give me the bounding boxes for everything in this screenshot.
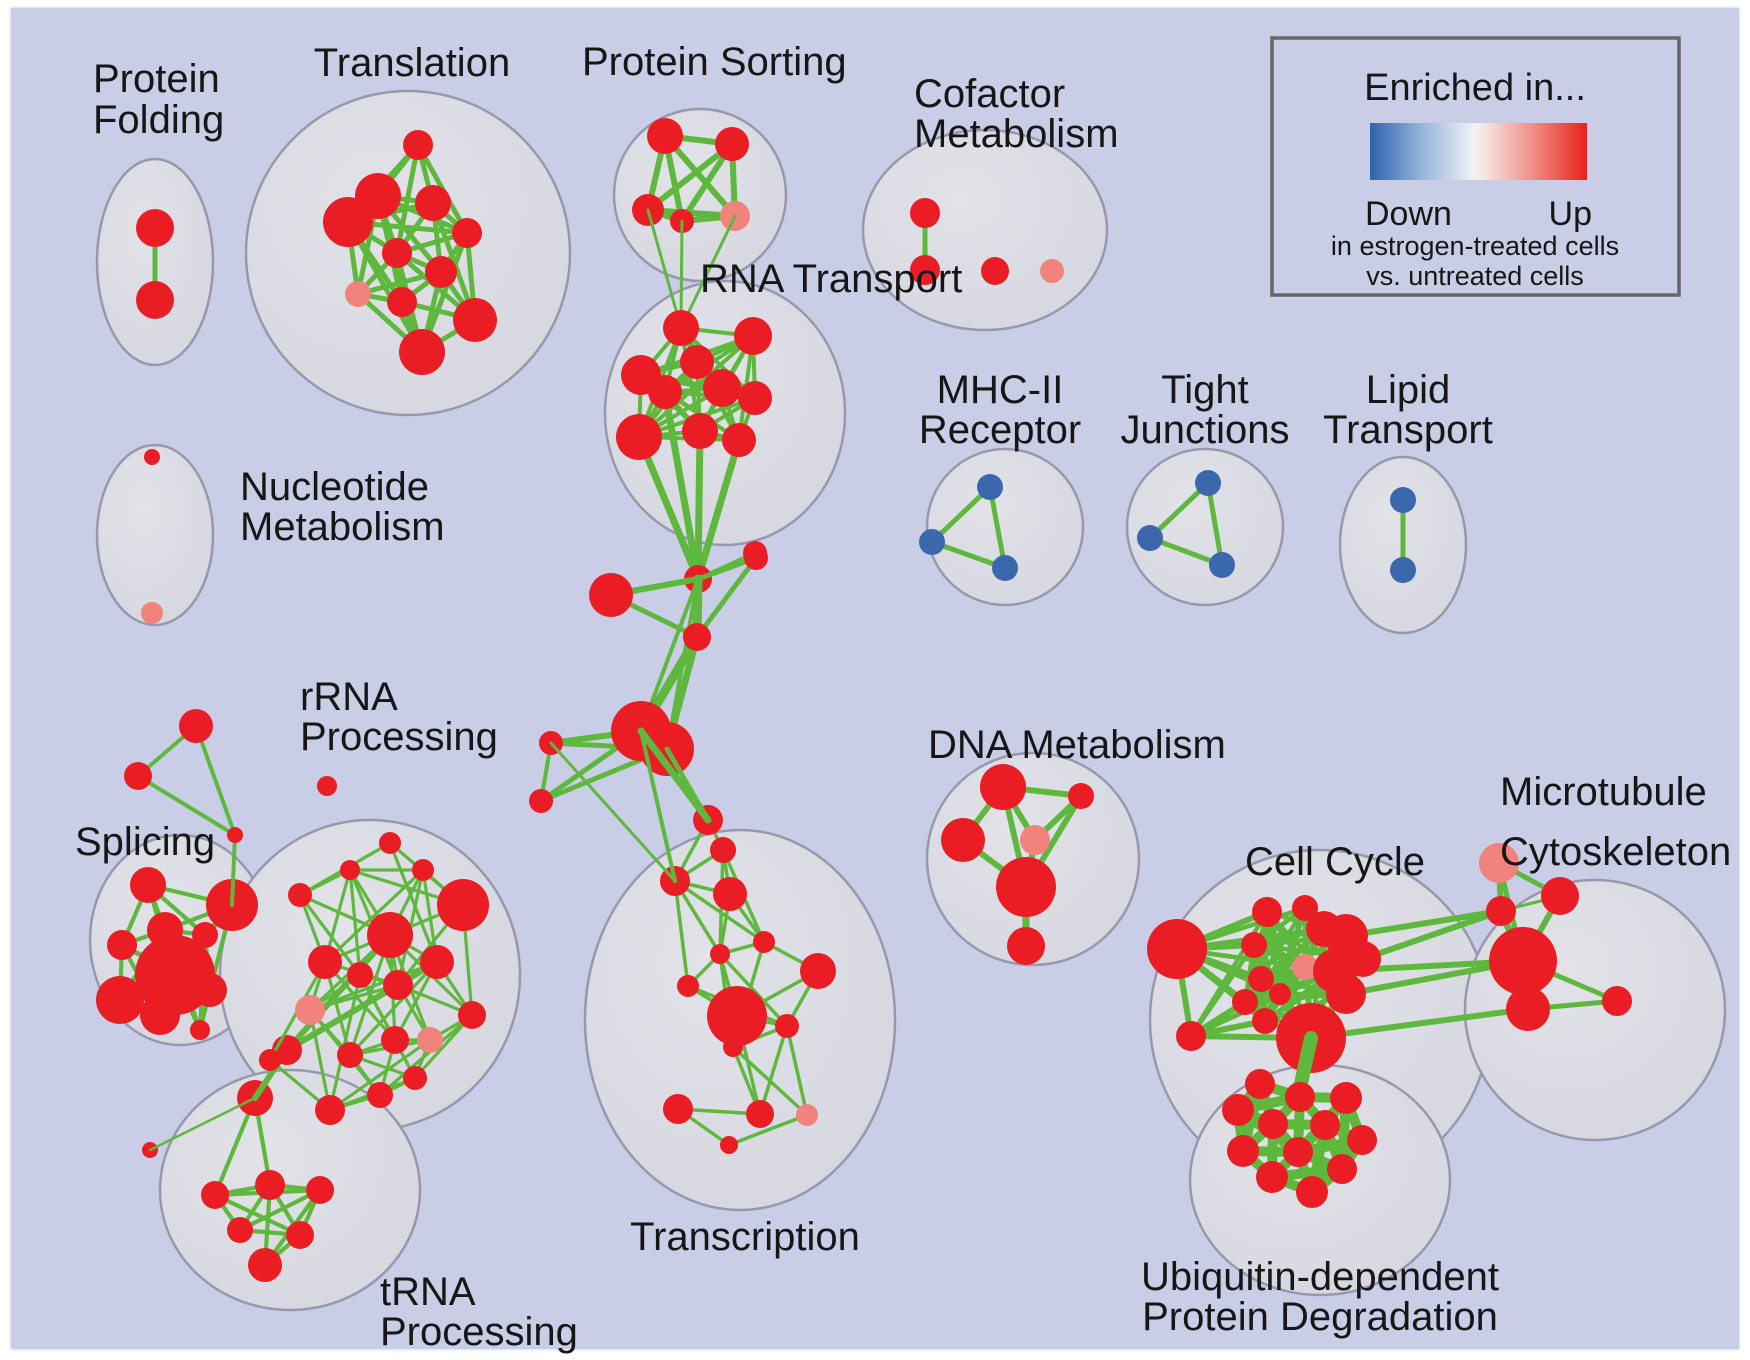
svg-text:Transcription: Transcription: [630, 1215, 860, 1259]
svg-text:Cytoskeleton: Cytoskeleton: [1500, 830, 1731, 874]
svg-text:Enriched in...: Enriched in...: [1364, 67, 1586, 109]
svg-text:Ubiquitin-dependent: Ubiquitin-dependent: [1141, 1255, 1499, 1299]
svg-text:RNA Transport: RNA Transport: [700, 257, 962, 301]
svg-text:Protein Degradation: Protein Degradation: [1142, 1295, 1498, 1339]
svg-text:Protein: Protein: [93, 57, 220, 101]
svg-text:Processing: Processing: [380, 1310, 578, 1354]
svg-text:Metabolism: Metabolism: [914, 112, 1119, 156]
svg-text:rRNA: rRNA: [300, 675, 398, 719]
svg-text:Splicing: Splicing: [75, 820, 215, 864]
svg-text:Down: Down: [1365, 195, 1452, 233]
svg-text:Tight: Tight: [1161, 368, 1248, 412]
svg-text:Nucleotide: Nucleotide: [240, 465, 429, 509]
svg-text:tRNA: tRNA: [380, 1270, 476, 1314]
svg-text:Receptor: Receptor: [919, 408, 1081, 452]
svg-text:Metabolism: Metabolism: [240, 505, 445, 549]
svg-text:Processing: Processing: [300, 715, 498, 759]
svg-text:Junctions: Junctions: [1121, 408, 1290, 452]
svg-text:Up: Up: [1549, 195, 1592, 233]
svg-text:Cell Cycle: Cell Cycle: [1245, 840, 1425, 884]
svg-text:MHC-II: MHC-II: [937, 368, 1064, 412]
svg-text:Translation: Translation: [314, 41, 510, 85]
svg-text:Transport: Transport: [1323, 408, 1493, 452]
svg-text:Microtubule: Microtubule: [1500, 770, 1707, 814]
svg-text:Protein Sorting: Protein Sorting: [582, 40, 847, 84]
svg-text:Cofactor: Cofactor: [914, 72, 1065, 116]
svg-text:Lipid: Lipid: [1366, 368, 1451, 412]
svg-text:vs. untreated cells: vs. untreated cells: [1366, 261, 1584, 291]
svg-text:in estrogen-treated cells: in estrogen-treated cells: [1331, 231, 1619, 261]
svg-text:DNA Metabolism: DNA Metabolism: [928, 723, 1226, 767]
svg-text:Folding: Folding: [93, 98, 224, 142]
